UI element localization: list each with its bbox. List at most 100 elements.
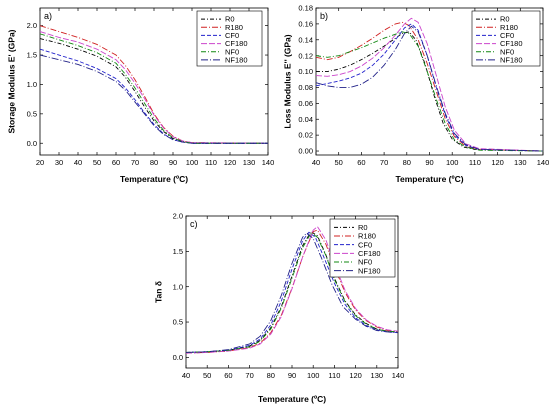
y-tick-label: 2.0 xyxy=(173,212,183,221)
x-tick-label: 140 xyxy=(262,158,275,167)
y-tick-label: 0.10 xyxy=(298,67,313,76)
x-tick-label: 30 xyxy=(55,158,63,167)
y-tick-label: 0.16 xyxy=(298,19,313,28)
legend-label: NF0 xyxy=(225,47,239,56)
series-line-CF0 xyxy=(185,231,399,353)
y-tick-label: 1.0 xyxy=(173,282,183,291)
y-tick-label: 0.14 xyxy=(298,35,313,44)
legend-box xyxy=(471,10,541,67)
legend-label: R180 xyxy=(500,23,518,32)
y-tick-label: 0.18 xyxy=(298,4,313,13)
x-tick-label: 110 xyxy=(205,158,217,167)
x-tick-label: 20 xyxy=(36,158,44,167)
x-axis-title: Temperature (ºC) xyxy=(120,174,188,184)
y-tick-label: 1.5 xyxy=(27,51,37,60)
x-tick-label: 110 xyxy=(469,158,481,167)
x-tick-label: 120 xyxy=(491,158,504,167)
x-tick-label: 90 xyxy=(288,371,296,380)
x-tick-label: 110 xyxy=(328,371,340,380)
y-tick-label: 0.06 xyxy=(298,99,313,108)
x-tick-label: 90 xyxy=(169,158,177,167)
legend-label: NF180 xyxy=(225,56,248,65)
x-tick-label: 60 xyxy=(224,371,232,380)
x-tick-label: 130 xyxy=(243,158,256,167)
legend-label: R0 xyxy=(500,15,510,24)
x-tick-label: 70 xyxy=(380,158,388,167)
legend-label: R0 xyxy=(225,15,235,24)
y-axis-title: Loss Modulus E'' (GPa) xyxy=(282,34,292,128)
x-tick-label: 50 xyxy=(93,158,101,167)
x-tick-label: 100 xyxy=(307,371,320,380)
y-tick-label: 1.0 xyxy=(27,80,37,89)
y-tick-label: 0.5 xyxy=(173,318,183,327)
x-tick-label: 70 xyxy=(245,371,253,380)
x-tick-label: 70 xyxy=(131,158,139,167)
series-line-NF180 xyxy=(185,232,399,353)
x-axis-title: Temperature (ºC) xyxy=(395,174,463,184)
legend-box xyxy=(196,10,263,67)
series-line-NF180 xyxy=(315,25,544,152)
x-tick-label: 130 xyxy=(371,371,384,380)
x-tick-label: 40 xyxy=(74,158,82,167)
y-tick-label: 0.08 xyxy=(298,83,313,92)
x-tick-label: 100 xyxy=(186,158,199,167)
legend-label: NF180 xyxy=(358,266,381,275)
x-tick-label: 140 xyxy=(392,371,405,380)
x-tick-label: 140 xyxy=(537,158,550,167)
series-line-NF180 xyxy=(39,54,268,144)
legend-label: CF0 xyxy=(225,31,239,40)
x-axis-title: Temperature (ºC) xyxy=(258,394,326,404)
legend-label: NF0 xyxy=(500,47,514,56)
y-tick-label: 1.5 xyxy=(173,247,183,256)
y-tick-label: 2.0 xyxy=(27,21,37,30)
series-line-CF180 xyxy=(185,225,399,354)
legend-label: CF0 xyxy=(358,240,372,249)
panel-label: c) xyxy=(190,219,198,229)
legend-box xyxy=(329,218,396,278)
x-tick-label: 40 xyxy=(312,158,320,167)
y-tick-label: 0.0 xyxy=(27,139,37,148)
y-tick-label: 0.5 xyxy=(27,109,37,118)
legend-label: CF180 xyxy=(358,249,381,258)
x-tick-label: 120 xyxy=(349,371,362,380)
x-tick-label: 80 xyxy=(150,158,158,167)
panel-label: b) xyxy=(320,11,328,21)
x-tick-label: 60 xyxy=(112,158,120,167)
series-line-CF180 xyxy=(315,17,544,152)
series-line-NF0 xyxy=(39,33,268,144)
y-tick-label: 0.00 xyxy=(298,147,313,156)
x-tick-label: 80 xyxy=(403,158,411,167)
series-line-NF0 xyxy=(315,31,544,152)
x-tick-label: 50 xyxy=(203,371,211,380)
legend-label: CF180 xyxy=(500,39,523,48)
x-tick-label: 120 xyxy=(224,158,237,167)
legend-label: R180 xyxy=(225,23,243,32)
legend-label: R180 xyxy=(358,232,376,241)
chart-panel-1: 20 30 40 50 60 70 80 90 100 110 120 130 140 0.0 0.5 1.0… xyxy=(6,7,275,184)
legend-label: CF180 xyxy=(225,39,248,48)
y-tick-label: 0.04 xyxy=(298,115,313,124)
series-line-R180 xyxy=(185,229,399,354)
x-tick-label: 40 xyxy=(182,371,190,380)
legend-label: NF180 xyxy=(500,56,523,65)
series-line-R0 xyxy=(185,230,399,353)
y-axis-title: Tan δ xyxy=(153,281,163,303)
y-tick-label: 0.02 xyxy=(298,131,313,140)
legend-label: R0 xyxy=(358,223,368,232)
legend-label: NF0 xyxy=(358,258,372,267)
panel-label: a) xyxy=(44,11,52,21)
series-line-CF0 xyxy=(315,23,544,152)
series-line-CF180 xyxy=(39,31,269,144)
x-tick-label: 50 xyxy=(335,158,343,167)
x-tick-label: 80 xyxy=(267,371,275,380)
x-tick-label: 100 xyxy=(446,158,459,167)
chart-panel-3: 40 50 60 70 80 90 100 110 120 130 140 0.0 0.5 1.0 1.5 2… xyxy=(153,212,404,404)
x-tick-label: 130 xyxy=(514,158,527,167)
chart-panel-2: 40 50 60 70 80 90 100 110 120 130 140 0.00 0.02 0.04 0… xyxy=(282,4,549,184)
y-axis-title: Storage Modulus E' (GPa) xyxy=(6,29,16,133)
x-tick-label: 60 xyxy=(357,158,365,167)
series-line-NF0 xyxy=(185,232,399,353)
